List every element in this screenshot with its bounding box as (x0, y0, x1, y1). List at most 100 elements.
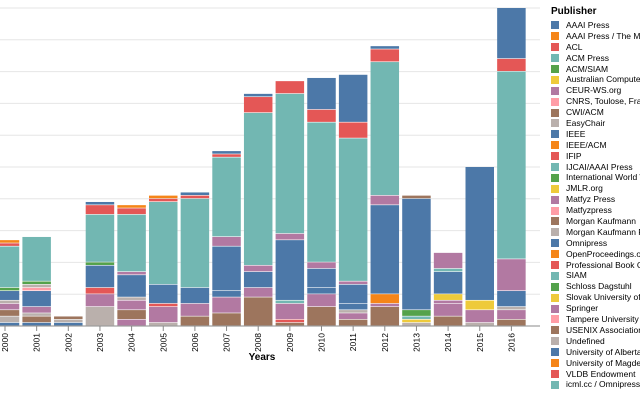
bar-segment-2011 (338, 319, 368, 326)
bar-segment-2007 (212, 291, 241, 297)
bar-segment-2002 (54, 316, 83, 320)
x-tick-label-2011: 2011 (348, 333, 358, 352)
bar-segment-2003 (85, 294, 115, 307)
legend-swatch (551, 119, 559, 128)
legend-swatch (551, 75, 559, 84)
legend-title: Publisher (551, 6, 597, 17)
legend-label: AAAI Press / The MIT Press (566, 30, 640, 41)
legend-item: Undefined (551, 336, 640, 347)
bar-segment-2010 (307, 306, 336, 326)
bar-segment-2014 (433, 316, 463, 326)
legend-item: CEUR-WS.org (551, 85, 640, 96)
legend-item: CWI/ACM (551, 107, 640, 118)
legend-swatch (551, 163, 559, 172)
legend-item: EasyChair (551, 118, 640, 129)
legend-label: USENIX Association (566, 324, 640, 335)
bar-segment-2000 (0, 316, 20, 323)
bar-segment-2014 (433, 252, 463, 269)
bar-segment-2012 (370, 306, 400, 326)
bar-segment-2005 (149, 198, 178, 202)
legend-item: ACL (551, 42, 640, 53)
legend-label: AAAI Press (566, 20, 610, 30)
bar-segment-2008 (243, 112, 273, 265)
bar-segment-2001 (22, 284, 51, 288)
legend-label: International World Wide Web Conferences… (566, 172, 640, 183)
legend-swatch (551, 228, 559, 237)
legend-label: VLDB Endowment (566, 368, 636, 379)
legend-swatch (551, 261, 559, 270)
bar-segment-2015 (465, 300, 494, 310)
legend-swatch (551, 184, 559, 193)
legend-item: Matfyzpress (551, 205, 640, 216)
bar-segment-2014 (433, 268, 463, 272)
bar-segment-2001 (22, 316, 51, 323)
bar-segment-2011 (338, 284, 368, 304)
bar-segment-2016 (497, 259, 526, 291)
bar-segment-2005 (149, 284, 178, 304)
bar-segment-2011 (338, 122, 368, 138)
bar-segment-2010 (307, 262, 336, 269)
x-tick-label-2012: 2012 (380, 333, 390, 352)
bar-segment-2001 (22, 291, 51, 307)
legend-label: Undefined (566, 335, 605, 346)
legend-swatch (551, 217, 559, 226)
legend-item: ACM/SIAM (551, 64, 640, 75)
bar-segment-2005 (149, 322, 178, 326)
bar-segment-2007 (212, 151, 241, 154)
bar-segment-2003 (85, 265, 115, 288)
legend-label: ACL (566, 41, 583, 52)
bar-segment-2012 (370, 49, 400, 62)
legend-label: IFIP (566, 150, 582, 161)
bar-segment-2000 (0, 287, 20, 291)
x-tick-label-2016: 2016 (506, 333, 516, 352)
bar-segment-2001 (22, 306, 51, 313)
bar-segment-2001 (22, 313, 51, 316)
bar-segment-2000 (0, 291, 20, 300)
legend-label: CWI/ACM (566, 107, 604, 118)
bar-segment-2009 (275, 233, 305, 240)
legend-swatch (551, 86, 559, 95)
legend-label: Springer (566, 303, 599, 314)
x-tick-label-2015: 2015 (475, 333, 485, 352)
bar-segment-2002 (54, 322, 83, 326)
legend-label: IJCAI/AAAI Press (566, 161, 633, 172)
bar-segment-2003 (85, 205, 115, 215)
bar-segment-2007 (212, 157, 241, 237)
legend-swatch (551, 250, 559, 259)
x-tick-label-2009: 2009 (285, 333, 295, 352)
legend-swatch (551, 65, 559, 73)
legend-item: IFIP (551, 151, 640, 162)
bar-segment-2004 (117, 319, 146, 326)
legend-item: Slovak University of Technology (551, 292, 640, 303)
bar-segment-2007 (212, 246, 241, 291)
legend-swatch (551, 54, 559, 63)
x-tick-label-2008: 2008 (253, 333, 263, 352)
bar-segment-2016 (497, 319, 526, 326)
bar-segment-2011 (338, 303, 368, 310)
bar-segment-2001 (22, 322, 51, 326)
bar-segment-2009 (275, 93, 305, 234)
bar-segment-2004 (117, 205, 146, 208)
bar-segment-2007 (212, 297, 241, 313)
bar-segment-2010 (307, 77, 336, 110)
legend-swatch (551, 369, 559, 378)
legend-label: Omnipress (566, 237, 608, 248)
bar-segment-2000 (0, 246, 20, 288)
bar-segment-2009 (275, 300, 305, 304)
bar-segment-2010 (307, 109, 336, 122)
bar-segment-2015 (465, 322, 494, 326)
legend-label: Matfyzpress (566, 205, 612, 216)
x-tick-label-2003: 2003 (95, 333, 105, 352)
legend-swatch (551, 239, 559, 248)
bar-segment-2011 (338, 281, 368, 285)
bar-segment-2005 (149, 303, 178, 307)
bar-segment-2000 (0, 303, 20, 310)
bar-segment-2015 (465, 310, 494, 323)
bar-segment-2014 (433, 300, 463, 304)
bar-segment-2000 (0, 322, 20, 326)
bar-segment-2011 (338, 313, 368, 320)
bar-segment-2012 (370, 195, 400, 205)
bar-segment-2009 (275, 240, 305, 300)
legend-item: Omnipress (551, 238, 640, 249)
